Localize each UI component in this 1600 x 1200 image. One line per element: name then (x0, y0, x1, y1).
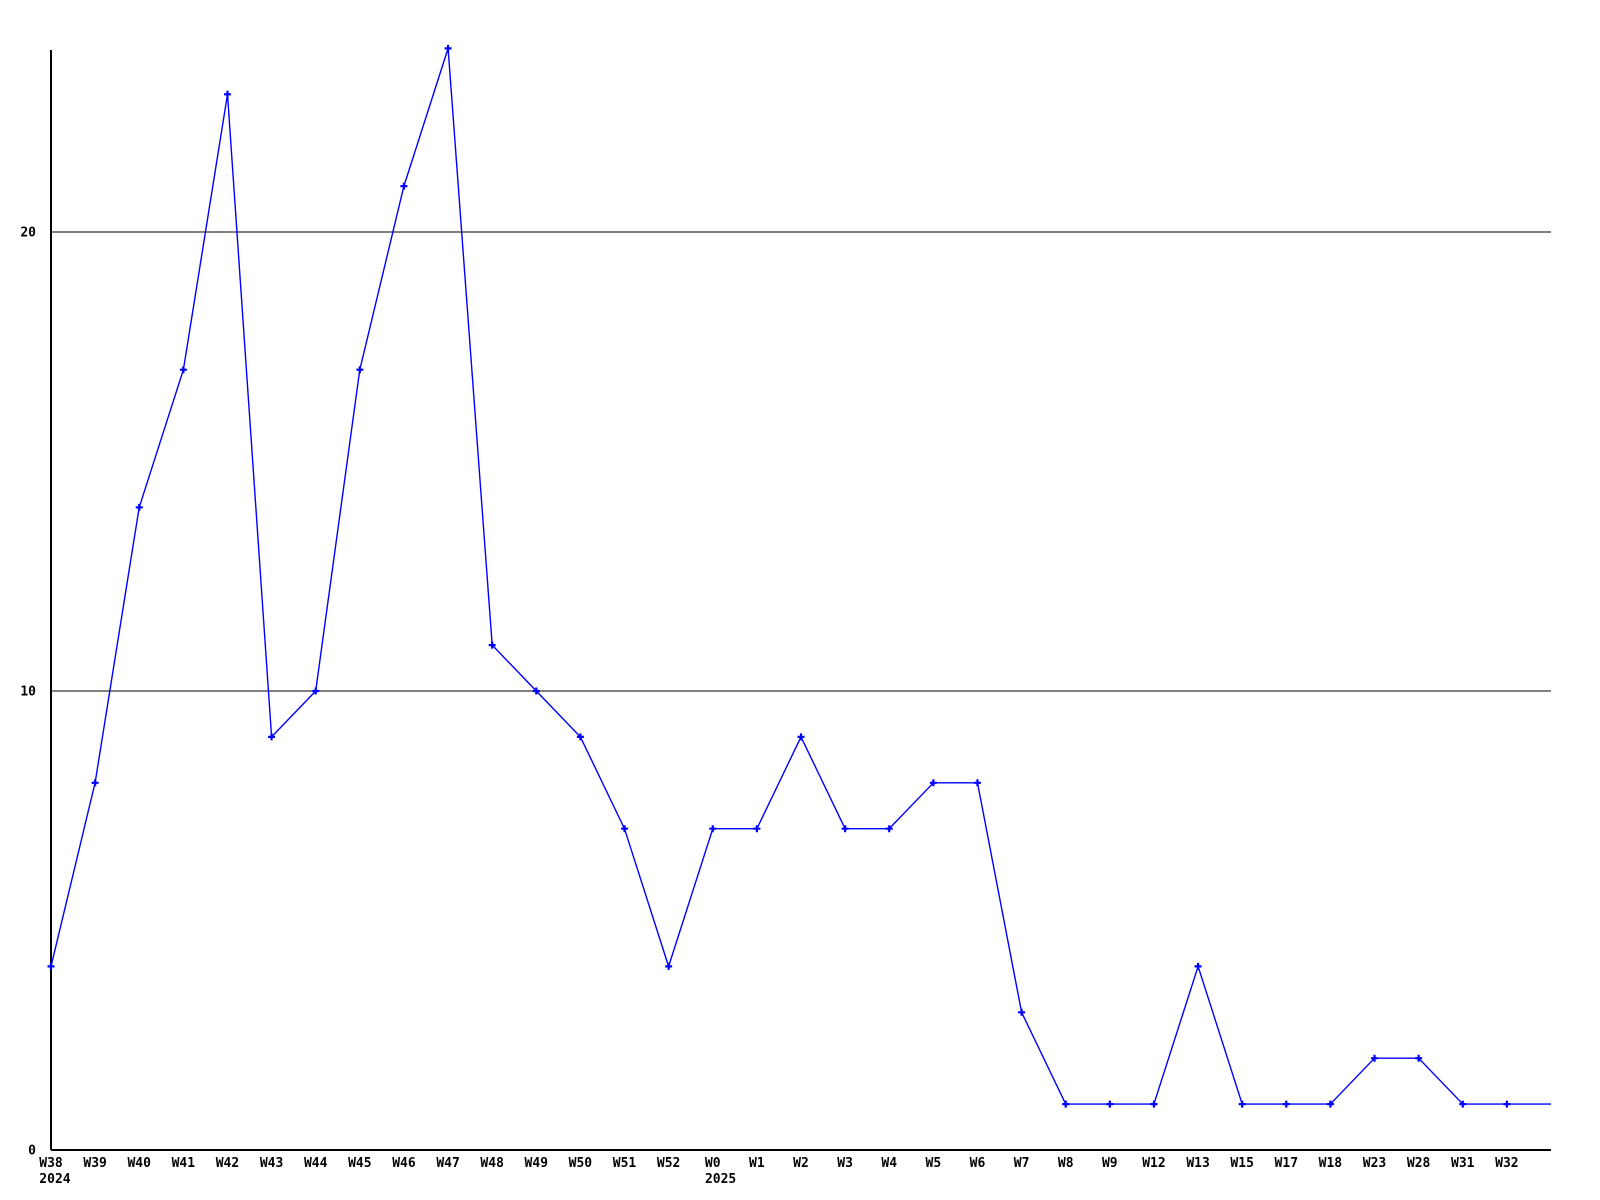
x-tick-label: W43 (260, 1156, 283, 1171)
x-tick-labels: W38 W39 W40 W41 W42 W43 W44 W45 W46 W47 W48 W49 W50 W… (39, 1156, 1518, 1171)
x-tick-label: W48 (480, 1156, 504, 1171)
x-tick-label: W38 (39, 1156, 63, 1171)
data-point-markers (47, 44, 1511, 1108)
data-point-marker (621, 825, 629, 833)
x-tick-label: W50 (569, 1156, 593, 1171)
x-tick-label: W2 (793, 1156, 809, 1171)
data-point-marker (1062, 1100, 1070, 1108)
x-tick-label: W23 (1363, 1156, 1386, 1171)
x-tick-label: W51 (613, 1156, 637, 1171)
year-label: 2024 (39, 1172, 70, 1187)
year-labels: 2024 2025 (39, 1172, 736, 1187)
x-tick-label: W15 (1230, 1156, 1253, 1171)
x-tick-label: W7 (1014, 1156, 1030, 1171)
x-tick-label: W42 (216, 1156, 239, 1171)
data-point-marker (1106, 1100, 1114, 1108)
data-point-marker (312, 687, 320, 695)
x-tick-label: W3 (837, 1156, 853, 1171)
x-tick-label: W47 (436, 1156, 459, 1171)
data-point-marker (1415, 1054, 1423, 1062)
x-tick-label: W12 (1142, 1156, 1165, 1171)
data-point-marker (1194, 962, 1202, 970)
x-tick-label: W28 (1407, 1156, 1431, 1171)
x-tick-label: W1 (749, 1156, 765, 1171)
data-point-marker (1238, 1100, 1246, 1108)
data-point-marker (223, 90, 231, 98)
data-point-marker (488, 641, 496, 649)
data-point-marker (1150, 1100, 1158, 1108)
data-point-marker (356, 366, 364, 374)
data-point-marker (753, 825, 761, 833)
y-tick-labels: 0 10 20 (20, 226, 36, 1159)
data-point-marker (841, 825, 849, 833)
x-tick-label: W13 (1186, 1156, 1209, 1171)
y-tick-label: 0 (28, 1144, 36, 1159)
year-label: 2025 (705, 1172, 736, 1187)
x-tick-label: W49 (525, 1156, 548, 1171)
data-point-marker (665, 962, 673, 970)
data-point-marker (1282, 1100, 1290, 1108)
x-tick-label: W45 (348, 1156, 371, 1171)
data-point-marker (1503, 1100, 1511, 1108)
y-tick-label: 20 (20, 226, 36, 241)
data-point-marker (576, 733, 584, 741)
x-tick-label: W31 (1451, 1156, 1475, 1171)
data-point-marker (268, 733, 276, 741)
x-tick-label: W4 (881, 1156, 897, 1171)
x-tick-label: W9 (1102, 1156, 1118, 1171)
x-tick-label: W17 (1275, 1156, 1298, 1171)
data-point-marker (1459, 1100, 1467, 1108)
data-point-marker (532, 687, 540, 695)
x-tick-label: W32 (1495, 1156, 1518, 1171)
data-point-marker (179, 366, 187, 374)
data-point-marker (797, 733, 805, 741)
x-tick-label: W44 (304, 1156, 328, 1171)
data-point-marker (709, 825, 717, 833)
y-tick-label: 10 (20, 685, 36, 700)
data-line (50, 48, 1551, 1105)
x-tick-label: W0 (705, 1156, 721, 1171)
data-point-marker (885, 825, 893, 833)
data-point-marker (444, 44, 452, 52)
data-point-marker (929, 779, 937, 787)
x-tick-label: W46 (392, 1156, 416, 1171)
x-tick-label: W8 (1058, 1156, 1074, 1171)
data-point-marker (91, 779, 99, 787)
x-tick-label: W18 (1319, 1156, 1343, 1171)
x-tick-label: W52 (657, 1156, 680, 1171)
x-tick-label: W5 (926, 1156, 942, 1171)
x-tick-label: W6 (970, 1156, 986, 1171)
data-point-marker (135, 503, 143, 511)
x-tick-label: W40 (127, 1156, 151, 1171)
x-tick-label: W39 (83, 1156, 106, 1171)
gridlines (51, 231, 1551, 692)
data-point-marker (1018, 1008, 1026, 1016)
data-point-marker (400, 182, 408, 190)
data-point-marker (47, 962, 55, 970)
data-point-marker (973, 779, 981, 787)
x-tick-label: W41 (172, 1156, 196, 1171)
data-point-marker (1371, 1054, 1379, 1062)
data-point-marker (1326, 1100, 1334, 1108)
